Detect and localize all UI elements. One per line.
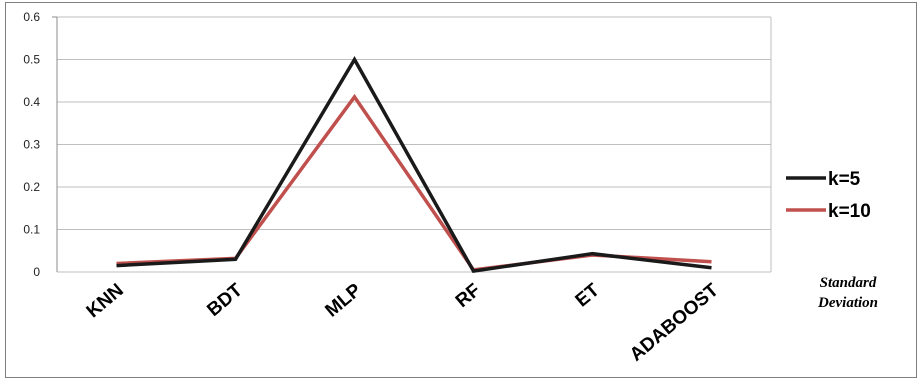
legend-label: k=10 bbox=[828, 201, 871, 222]
x-tick-label: RF bbox=[452, 280, 485, 312]
y-axis-ticks: 0 0.1 0.2 0.3 0.4 0.5 0.6 bbox=[23, 10, 40, 279]
y-tick-label: 0.6 bbox=[23, 10, 40, 24]
y-tick-label: 0.1 bbox=[23, 223, 40, 237]
caption-line-2: Deviation bbox=[817, 295, 878, 311]
series-line-k5 bbox=[116, 56, 712, 274]
y-tick-label: 0.5 bbox=[23, 53, 40, 67]
series-lines bbox=[116, 56, 712, 274]
x-tick-label: ET bbox=[572, 279, 604, 311]
chart-frame bbox=[5, 2, 917, 378]
y-tick-label: 0.4 bbox=[23, 95, 40, 109]
x-tick-label: ADABOOST bbox=[626, 279, 723, 365]
series-line-k10 bbox=[116, 93, 712, 272]
x-tick-label: KNN bbox=[83, 280, 128, 323]
y-tick-label: 0.3 bbox=[23, 138, 40, 152]
x-tick-label: MLP bbox=[321, 280, 365, 322]
legend-label: k=5 bbox=[828, 169, 861, 190]
y-tick-label: 0.2 bbox=[23, 180, 40, 194]
y-tick-label: 0 bbox=[33, 265, 40, 279]
x-axis-ticks: KNN BDT MLP RF ET ADABOOST bbox=[83, 279, 723, 365]
grid-lines bbox=[52, 16, 772, 273]
chart-caption: Standard Deviation bbox=[817, 275, 878, 311]
caption-line-1: Standard bbox=[820, 275, 877, 291]
legend: k=5 k=10 bbox=[786, 169, 871, 222]
x-tick-label: BDT bbox=[203, 279, 247, 320]
